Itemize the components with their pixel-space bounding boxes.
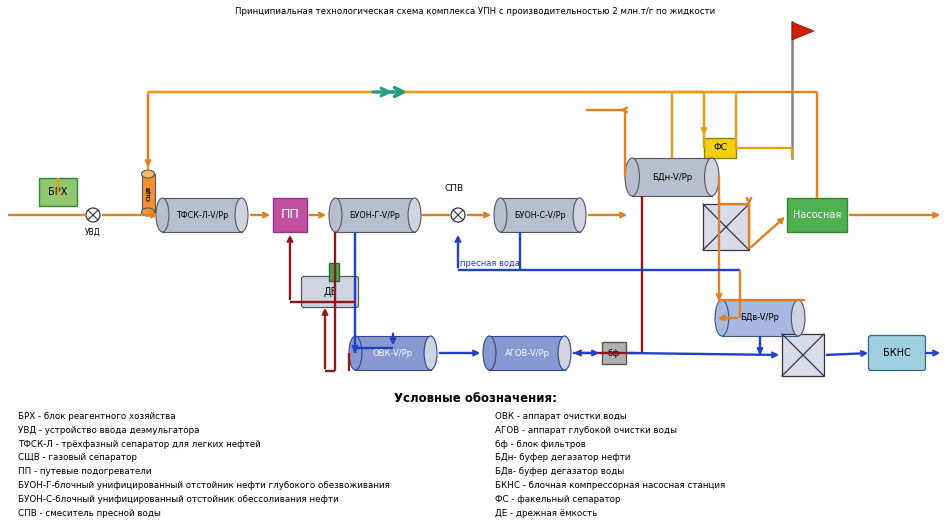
Text: СЩВ: СЩВ bbox=[145, 185, 150, 201]
Ellipse shape bbox=[424, 336, 437, 370]
Text: ТФСК-Л - трёхфазный сепаратор для легких нефтей: ТФСК-Л - трёхфазный сепаратор для легких… bbox=[18, 440, 260, 449]
Ellipse shape bbox=[494, 198, 507, 232]
Text: СПВ: СПВ bbox=[445, 184, 464, 193]
Text: АГОВ - аппарат глубокой очистки воды: АГОВ - аппарат глубокой очистки воды bbox=[495, 426, 677, 435]
Bar bbox=[722, 300, 798, 336]
Bar bbox=[39, 178, 77, 206]
Ellipse shape bbox=[142, 208, 155, 216]
Text: ДЕ - дрежная ёмкость: ДЕ - дрежная ёмкость bbox=[495, 509, 598, 518]
Bar bbox=[703, 204, 749, 250]
Bar bbox=[162, 198, 241, 232]
Bar bbox=[329, 263, 339, 281]
Bar bbox=[355, 336, 430, 370]
Text: БУОН-С-блочный унифицированный отстойник обессоливания нефти: БУОН-С-блочный унифицированный отстойник… bbox=[18, 495, 339, 504]
Ellipse shape bbox=[408, 198, 421, 232]
Text: бф: бф bbox=[608, 349, 620, 358]
Text: СЩВ - газовый сепаратор: СЩВ - газовый сепаратор bbox=[18, 453, 137, 462]
Text: БУОН-Г-V/Рр: БУОН-Г-V/Рр bbox=[350, 210, 401, 219]
Ellipse shape bbox=[329, 198, 342, 232]
Ellipse shape bbox=[705, 158, 719, 196]
Bar bbox=[142, 174, 155, 212]
Text: БРХ: БРХ bbox=[48, 187, 67, 197]
Ellipse shape bbox=[558, 336, 571, 370]
Text: АГОВ-V/Рр: АГОВ-V/Рр bbox=[504, 349, 549, 358]
Text: БУОН-Г-блочный унифицированный отстойник нефти глубокого обезвоживания: БУОН-Г-блочный унифицированный отстойник… bbox=[18, 481, 390, 490]
Text: БДн- буфер дегазатор нефти: БДн- буфер дегазатор нефти bbox=[495, 453, 631, 462]
Bar bbox=[787, 198, 847, 232]
Text: ФС: ФС bbox=[713, 144, 727, 153]
Ellipse shape bbox=[142, 170, 155, 178]
Bar bbox=[273, 198, 307, 232]
Text: ОВК-V/Рр: ОВК-V/Рр bbox=[373, 349, 413, 358]
Text: ОВК - аппарат очистки воды: ОВК - аппарат очистки воды bbox=[495, 412, 627, 421]
Text: Насосная: Насосная bbox=[793, 210, 841, 220]
Text: БДв-V/Рр: БДв-V/Рр bbox=[741, 313, 779, 322]
Text: ТФСК-Л-V/Рр: ТФСК-Л-V/Рр bbox=[176, 210, 228, 219]
Circle shape bbox=[451, 208, 465, 222]
Text: БКНС: БКНС bbox=[884, 348, 911, 358]
Text: СЩВ: СЩВ bbox=[145, 186, 150, 200]
Bar bbox=[489, 336, 564, 370]
Text: ПП: ПП bbox=[280, 208, 299, 221]
Ellipse shape bbox=[715, 300, 729, 336]
Bar bbox=[335, 198, 414, 232]
Bar bbox=[602, 342, 626, 364]
Text: БКНС - блочная компрессорная насосная станция: БКНС - блочная компрессорная насосная ст… bbox=[495, 481, 725, 490]
Text: БДн-V/Рр: БДн-V/Рр bbox=[652, 173, 693, 181]
Bar bbox=[782, 334, 824, 376]
Text: Условные обозначения:: Условные обозначения: bbox=[393, 392, 557, 405]
Bar bbox=[704, 138, 736, 158]
Text: БРХ - блок реагентного хозяйства: БРХ - блок реагентного хозяйства bbox=[18, 412, 176, 421]
FancyBboxPatch shape bbox=[868, 336, 925, 370]
Ellipse shape bbox=[791, 300, 805, 336]
Text: ПП - путевые подогреватели: ПП - путевые подогреватели bbox=[18, 467, 151, 476]
Bar bbox=[501, 198, 580, 232]
Text: пресная вода: пресная вода bbox=[460, 258, 520, 268]
Circle shape bbox=[86, 208, 100, 222]
Text: ДЕ: ДЕ bbox=[323, 287, 337, 297]
Text: БУОН-С-V/Рр: БУОН-С-V/Рр bbox=[514, 210, 566, 219]
Ellipse shape bbox=[156, 198, 169, 232]
Ellipse shape bbox=[573, 198, 586, 232]
Ellipse shape bbox=[625, 158, 639, 196]
Bar bbox=[632, 158, 712, 196]
Ellipse shape bbox=[349, 336, 362, 370]
Ellipse shape bbox=[483, 336, 496, 370]
Text: ФС - факельный сепаратор: ФС - факельный сепаратор bbox=[495, 495, 620, 504]
Text: БДв- буфер дегазатор воды: БДв- буфер дегазатор воды bbox=[495, 467, 624, 476]
Text: СПВ - смеситель пресной воды: СПВ - смеситель пресной воды bbox=[18, 509, 161, 518]
FancyBboxPatch shape bbox=[301, 277, 358, 308]
Polygon shape bbox=[792, 22, 814, 40]
Text: УВД - устройство ввода деэмульгатора: УВД - устройство ввода деэмульгатора bbox=[18, 426, 200, 435]
Text: УВД: УВД bbox=[86, 228, 101, 237]
Ellipse shape bbox=[235, 198, 248, 232]
Text: Принципиальная технологическая схема комплекса УПН с производительностью 2 млн.т: Принципиальная технологическая схема ком… bbox=[235, 7, 715, 16]
Text: бф - блок фильтров: бф - блок фильтров bbox=[495, 440, 586, 449]
